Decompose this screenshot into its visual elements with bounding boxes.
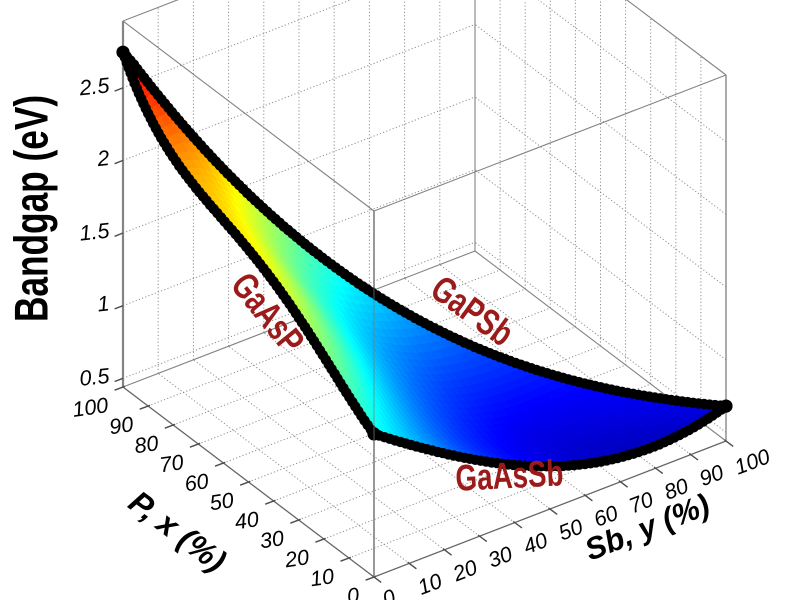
svg-text:0.5: 0.5: [78, 364, 111, 391]
svg-text:GaAsSb: GaAsSb: [454, 451, 564, 498]
svg-text:60: 60: [183, 469, 210, 496]
svg-text:2.5: 2.5: [77, 73, 111, 100]
svg-text:100: 100: [71, 393, 110, 422]
svg-text:30: 30: [258, 526, 285, 553]
svg-text:70: 70: [158, 450, 185, 477]
svg-text:50: 50: [208, 488, 235, 515]
svg-text:40: 40: [233, 507, 260, 534]
svg-text:2: 2: [95, 146, 110, 171]
svg-text:90: 90: [108, 412, 135, 439]
svg-text:Bandgap (eV): Bandgap (eV): [5, 95, 58, 322]
svg-text:1: 1: [96, 291, 110, 316]
svg-text:1.5: 1.5: [78, 218, 111, 245]
svg-text:20: 20: [282, 545, 310, 572]
svg-text:10: 10: [309, 564, 336, 591]
svg-text:0: 0: [346, 583, 361, 600]
svg-text:80: 80: [133, 431, 160, 458]
